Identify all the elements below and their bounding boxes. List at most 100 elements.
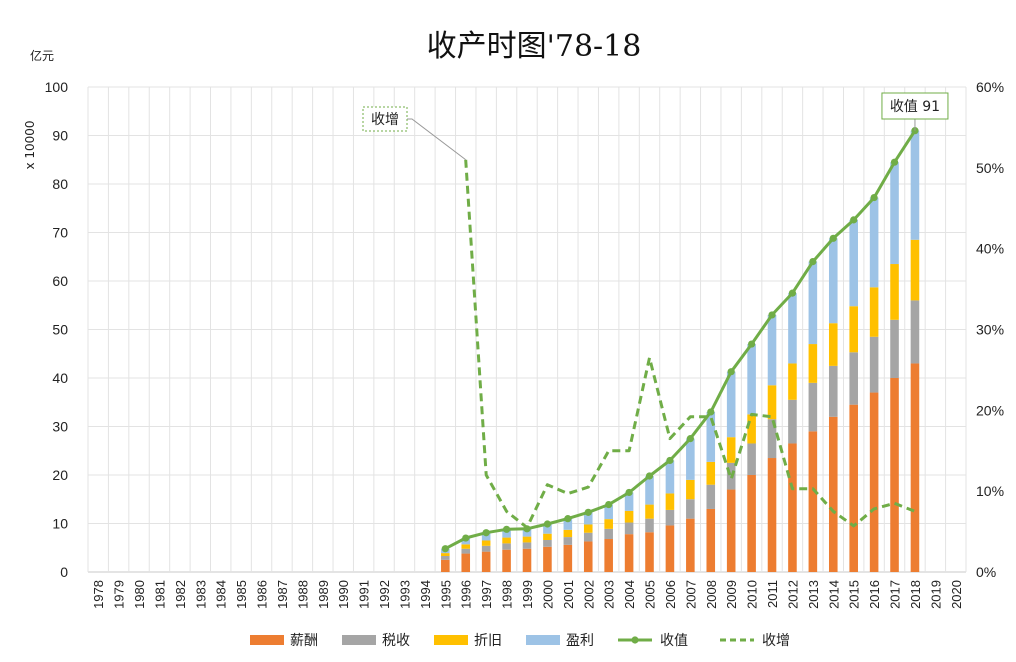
x-tick-label: 1981 — [152, 580, 167, 609]
line-point — [890, 158, 899, 166]
bar-segment — [788, 399, 797, 444]
bar-segment — [747, 414, 756, 444]
x-tick-label: 2012 — [785, 580, 800, 609]
bar-segment — [441, 559, 450, 572]
grid-layer — [87, 86, 967, 573]
bar-segment — [604, 504, 613, 520]
bar-segment — [522, 548, 532, 572]
x-tick-label: 2011 — [765, 580, 780, 608]
line-point — [727, 368, 735, 376]
y-tick-label: 10 — [52, 516, 68, 532]
bar-segment — [624, 522, 634, 535]
x-tick-label: 1978 — [91, 580, 106, 609]
x-tick-label: 2008 — [704, 580, 719, 609]
x-tick-label: 2002 — [581, 580, 596, 609]
x-tick-label: 1996 — [459, 580, 474, 609]
line-point — [605, 500, 613, 509]
legend-label: 薪酬 — [290, 633, 318, 649]
bar-segment — [788, 363, 797, 400]
bar-segment — [481, 532, 491, 541]
line-point — [809, 258, 817, 266]
x-tick-label: 2015 — [847, 580, 862, 609]
x-tick-label: 2006 — [663, 580, 678, 609]
bar-segment — [543, 523, 552, 534]
x-tick-label: 1979 — [112, 580, 127, 609]
bar-segment — [665, 525, 675, 572]
line-point — [441, 545, 449, 553]
x-tick-label: 1982 — [173, 580, 188, 609]
line-point — [666, 456, 674, 465]
y2-tick-label: 20% — [976, 402, 1004, 418]
bar-segment — [686, 438, 695, 480]
x-tick-label: 1998 — [500, 580, 515, 609]
bar-segment — [624, 510, 634, 523]
x-tick-label: 2017 — [888, 580, 903, 609]
bar-segment — [828, 238, 838, 324]
line-point — [870, 193, 878, 202]
bar-segment — [665, 509, 675, 526]
bar-segment — [910, 130, 920, 240]
bar-segment — [583, 512, 593, 525]
y-tick-label: 20 — [52, 467, 68, 483]
bar-segment — [849, 404, 858, 572]
line-point — [625, 488, 633, 497]
bar-segment — [543, 539, 552, 547]
x-tick-label: 2016 — [867, 580, 882, 609]
bar-segment — [726, 371, 736, 438]
bar-segment — [624, 492, 634, 511]
bar-segment — [604, 528, 613, 540]
bar-segment — [604, 539, 613, 572]
x-tick-label: 1997 — [479, 580, 494, 609]
bar-segment — [706, 508, 716, 572]
bar-segment — [502, 529, 511, 538]
line-point — [768, 311, 776, 319]
y-unit-label: 亿元 — [30, 48, 54, 63]
line-point — [482, 529, 490, 537]
x-tick-label: 2001 — [561, 580, 576, 609]
bar-segment — [808, 261, 818, 345]
legend-label: 盈利 — [566, 633, 594, 649]
bar-segment — [543, 533, 552, 540]
bar-segment — [481, 540, 491, 546]
bar-segment — [828, 416, 838, 572]
bar-segment — [441, 555, 450, 560]
annotation-layer: 收增 收值 91 — [362, 92, 949, 161]
x-tick-label: 1994 — [418, 580, 433, 609]
x-tick-label: 2007 — [683, 580, 698, 609]
bar-segment — [767, 419, 777, 459]
bar-segment — [808, 382, 818, 432]
bar-segment — [441, 553, 450, 556]
y-tick-label: 50 — [52, 322, 68, 338]
bar-segment — [522, 542, 532, 549]
line-point — [788, 289, 797, 297]
bar-segment — [706, 411, 716, 462]
bar-segment — [481, 545, 491, 552]
bar-segment — [563, 544, 573, 572]
y2-tick-label: 30% — [976, 322, 1004, 338]
bar-segment — [563, 529, 573, 538]
x-tick-label: 1983 — [193, 580, 208, 609]
bar-segment — [563, 537, 573, 545]
line-point — [584, 508, 592, 516]
y-tick-label: 60 — [52, 273, 68, 289]
legend-label: 收增 — [762, 633, 790, 649]
bar-segment — [583, 541, 593, 572]
bar-segment — [461, 544, 471, 549]
y2-tick-label: 50% — [976, 160, 1004, 176]
bar-segment — [849, 306, 858, 353]
x-tick-label: 2010 — [745, 580, 760, 609]
line-point — [707, 408, 715, 416]
y2-tick-label: 10% — [976, 483, 1004, 499]
y-tick-label: 0 — [60, 564, 68, 580]
line-point — [850, 216, 858, 224]
axis-layer: 0 10 20 30 40 50 60 70 80 90 100 0% 10% 20% 30% 40% 50% 6… — [45, 79, 1004, 609]
line-point — [829, 234, 837, 242]
x-tick-label: 2018 — [908, 580, 923, 609]
bar-segment — [665, 493, 675, 510]
bar-segment — [869, 287, 879, 337]
line-point — [502, 525, 511, 533]
bar-segment — [583, 524, 593, 533]
chart-title: 收产时图'78-18 — [427, 29, 642, 64]
x-tick-label: 1991 — [357, 580, 372, 609]
